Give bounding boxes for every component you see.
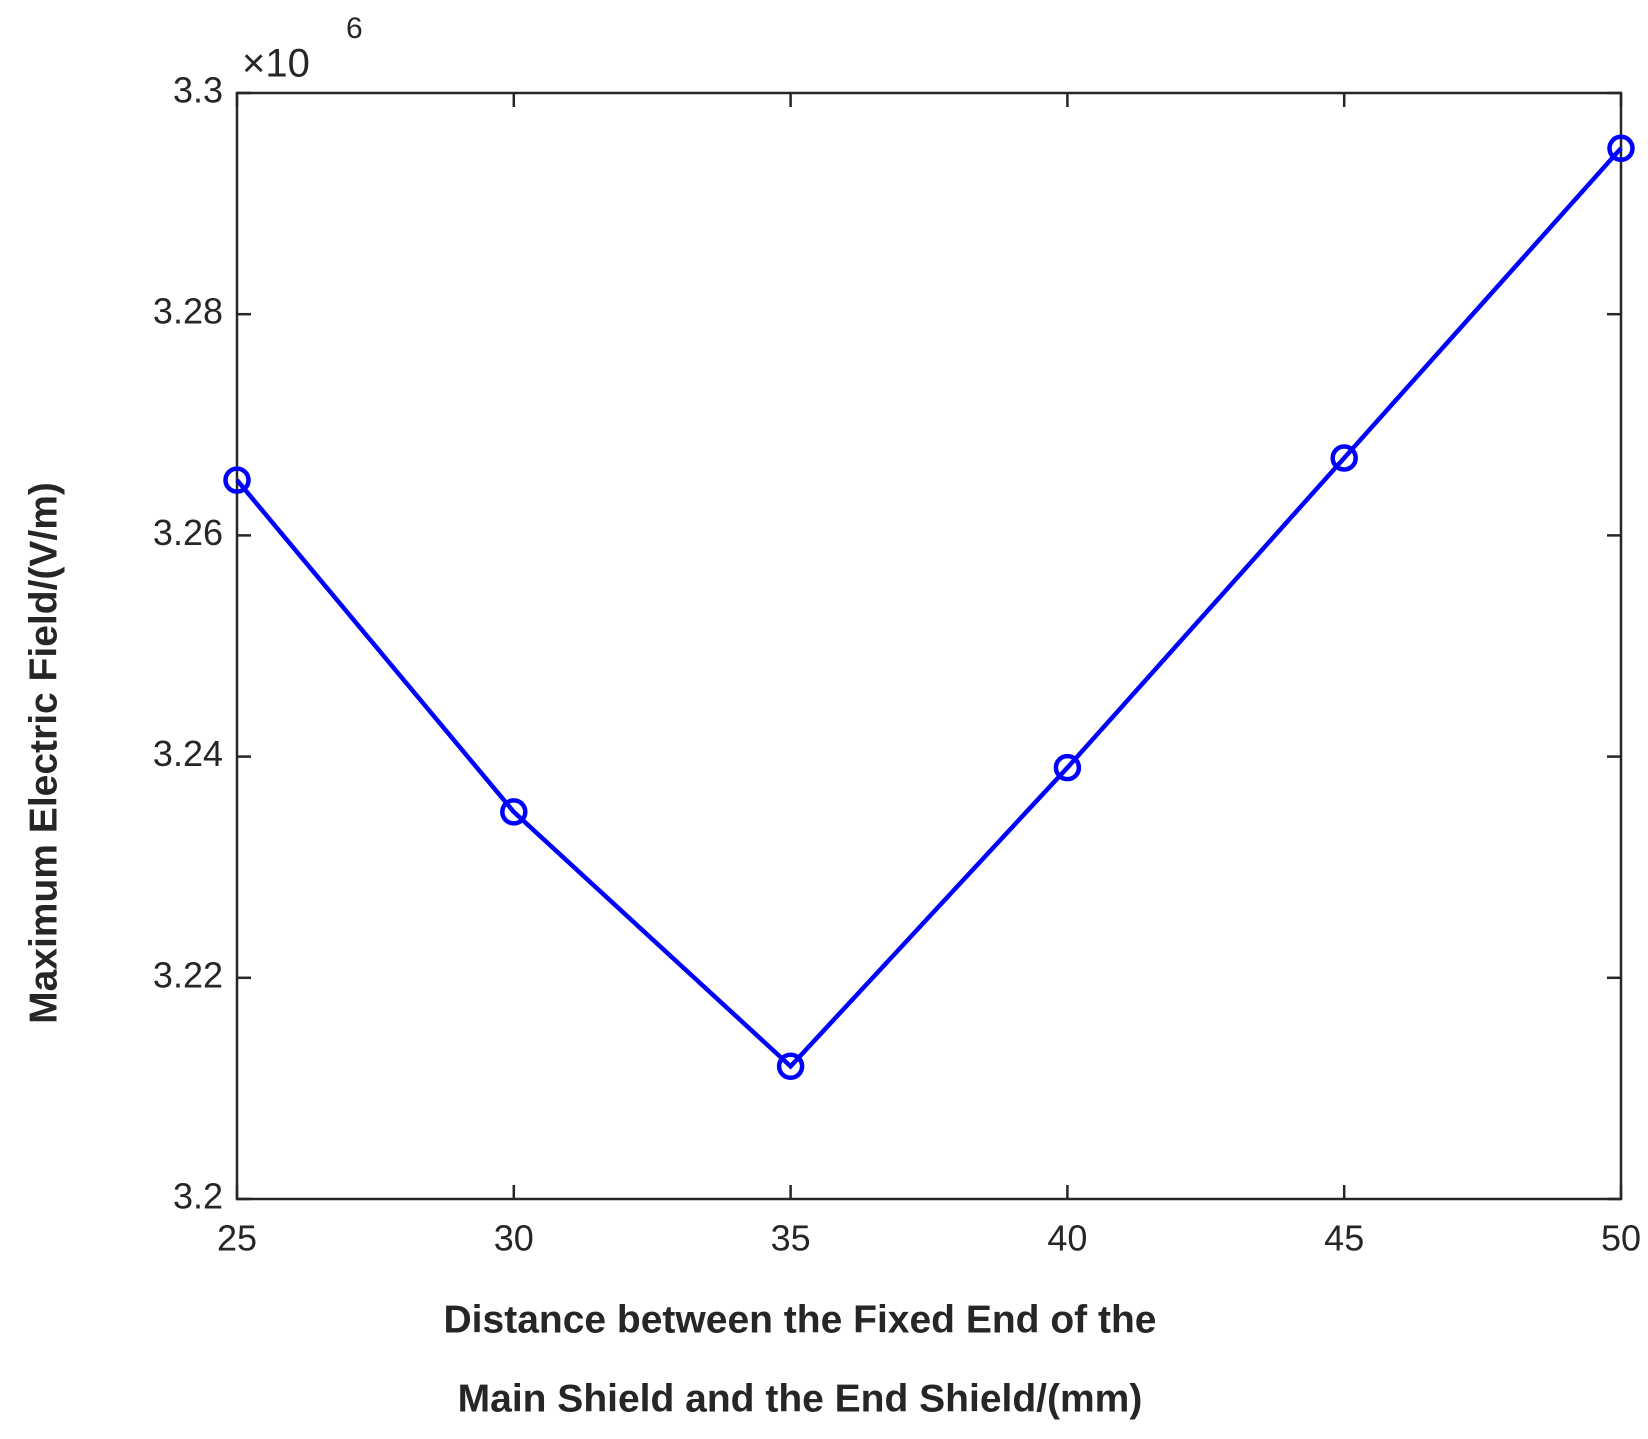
plot-frame: [235, 91, 1623, 1201]
y-multiplier: ×10: [242, 42, 310, 86]
x-tick-label: 25: [217, 1218, 257, 1259]
data-point: [776, 1052, 805, 1081]
data-point: [500, 798, 528, 826]
data-point: [1330, 444, 1358, 472]
y-tick-label: 3.28: [153, 291, 223, 332]
x-tick-label: 35: [771, 1218, 811, 1259]
y-tick-label: 3.3: [173, 70, 223, 111]
x-axis-label: Distance between the Fixed End of the: [444, 1298, 1157, 1341]
data-point: [1053, 753, 1082, 782]
series-line: [235, 146, 1623, 1070]
y-exponent: 6: [346, 12, 363, 45]
x-tick-label: 45: [1324, 1218, 1364, 1259]
y-tick-label: 3.24: [153, 733, 223, 774]
x-tick-label: 40: [1047, 1218, 1087, 1259]
x-tick-label: 30: [494, 1218, 534, 1259]
x-tick-label: 50: [1601, 1218, 1641, 1259]
data-point: [223, 466, 251, 494]
y-tick-label: 3.2: [173, 1176, 223, 1217]
data-point: [1607, 134, 1635, 163]
y-tick-label: 3.22: [153, 954, 223, 995]
x-axis-label: Main Shield and the End Shield/(mm): [458, 1377, 1143, 1420]
y-axis-label: Maximum Electric Field/(V/m): [22, 482, 65, 1024]
y-tick-label: 3.26: [153, 512, 223, 553]
